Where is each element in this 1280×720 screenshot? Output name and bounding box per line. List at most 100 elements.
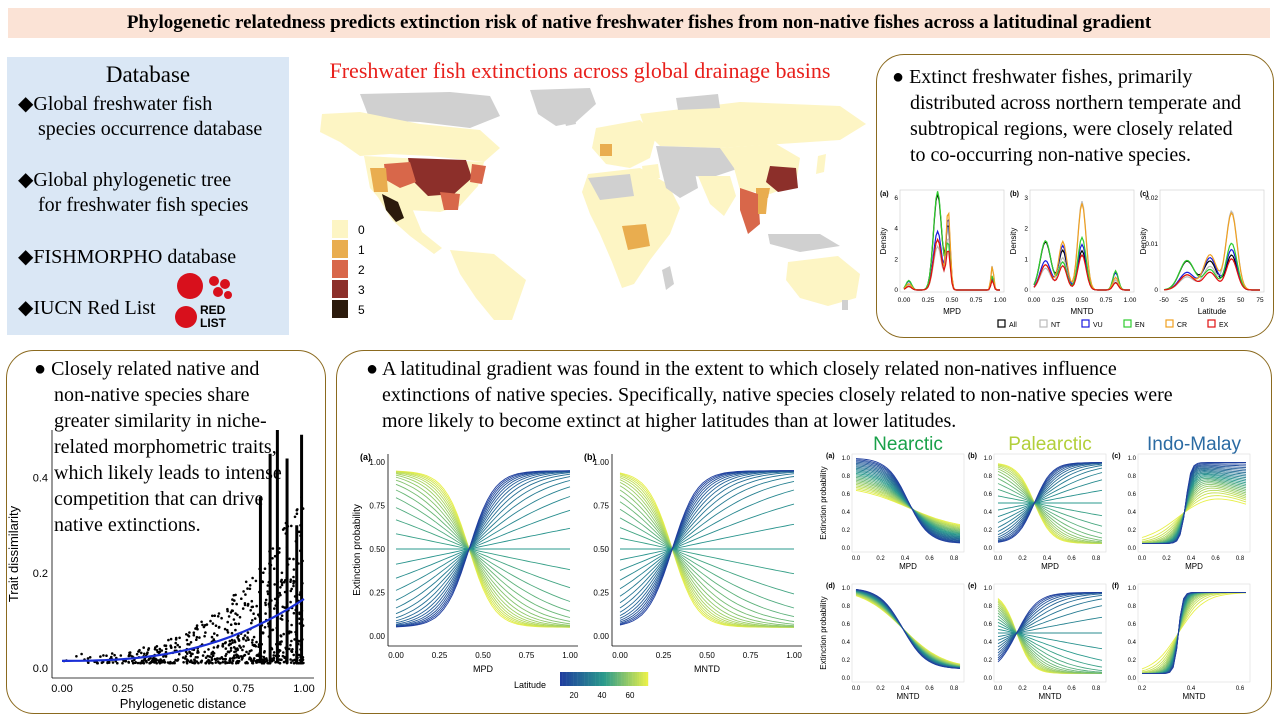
data-point xyxy=(264,601,267,605)
x-tick-label: 0.2 xyxy=(1018,556,1027,562)
data-point xyxy=(273,583,277,586)
probability-line xyxy=(997,462,1103,540)
data-point xyxy=(169,660,172,664)
legend-swatch xyxy=(1081,319,1090,328)
data-point xyxy=(263,650,266,653)
panel-label: (b) xyxy=(968,453,977,460)
y-tick-label: 0.0 xyxy=(1128,546,1137,552)
density-series-line xyxy=(1033,253,1130,291)
x-tick-label: 1.00 xyxy=(562,651,578,660)
data-point xyxy=(134,661,137,664)
data-point xyxy=(263,567,267,570)
probability-line xyxy=(997,470,1103,543)
probability-line xyxy=(1141,498,1247,538)
y-tick-label: 0.50 xyxy=(369,545,385,554)
x-tick-label: 0.4 xyxy=(1043,686,1052,692)
data-point xyxy=(111,661,115,664)
x-tick-label: -25 xyxy=(1178,297,1188,304)
probability-line xyxy=(395,476,571,626)
colorbar-title: Latitude xyxy=(514,680,546,690)
x-axis-label: MPD xyxy=(473,664,494,674)
data-point xyxy=(242,590,245,593)
data-point xyxy=(280,578,284,582)
data-point xyxy=(210,656,213,659)
probability-line xyxy=(395,486,571,601)
data-point xyxy=(226,650,230,653)
data-point xyxy=(282,632,286,636)
data-point xyxy=(282,660,286,664)
bullet-icon: ● xyxy=(892,66,905,88)
data-point xyxy=(146,651,149,654)
probability-line xyxy=(395,483,571,622)
database-item-line: for freshwater fish species xyxy=(38,194,249,216)
y-tick-label: 3 xyxy=(1024,195,1028,202)
y-tick-label: 0.0 xyxy=(1128,676,1137,682)
data-point xyxy=(189,654,193,658)
data-point xyxy=(235,654,239,658)
x-tick-label: 0.0 xyxy=(994,556,1003,562)
data-point xyxy=(147,657,151,661)
x-tick-label: 0.25 xyxy=(1052,297,1065,304)
colorbar-tick: 20 xyxy=(570,691,579,700)
y-tick-label: 0.0 xyxy=(842,546,851,552)
x-tick-label: 50 xyxy=(1237,297,1245,304)
y-tick-label: 0 xyxy=(1154,287,1158,294)
data-point xyxy=(96,661,99,665)
data-point xyxy=(255,640,258,644)
y-tick-label: 0.6 xyxy=(984,622,993,628)
data-point xyxy=(247,638,250,641)
data-point xyxy=(289,643,292,647)
data-point xyxy=(203,634,206,638)
colorbar-tick: 40 xyxy=(598,691,607,700)
data-point xyxy=(185,661,189,665)
legend-label: VU xyxy=(1093,322,1103,329)
colorbar-segment xyxy=(612,672,616,686)
probability-line xyxy=(619,508,795,618)
data-point xyxy=(288,647,291,651)
colorbar-segment xyxy=(608,672,611,686)
probability-line xyxy=(1141,495,1247,541)
data-point xyxy=(228,639,232,643)
data-point xyxy=(164,647,168,651)
data-point xyxy=(201,623,204,627)
colorbar-segment xyxy=(597,672,600,686)
summary-line: greater similarity in niche- xyxy=(54,410,267,432)
data-point xyxy=(240,658,244,661)
data-point xyxy=(252,635,256,639)
data-point xyxy=(229,611,233,614)
legend-label: 1 xyxy=(358,243,365,257)
x-tick-label: 0.0 xyxy=(852,556,861,562)
legend-swatch xyxy=(1207,319,1216,328)
data-point xyxy=(290,623,293,627)
x-tick-label: 1.00 xyxy=(1124,297,1137,304)
probability-line xyxy=(395,527,571,565)
panel-label: (a) xyxy=(880,191,889,198)
y-tick-label: 0.2 xyxy=(1128,658,1137,664)
data-point xyxy=(271,547,275,550)
panel-label: (f) xyxy=(1112,583,1119,590)
data-point xyxy=(201,654,205,657)
data-point xyxy=(142,646,145,649)
data-point xyxy=(192,633,196,637)
density-summary-text: ● Extinct freshwater fishes, primarily d… xyxy=(892,64,1268,168)
iucn-red-list-logo: RED LIST xyxy=(175,273,232,330)
x-tick-label: 0.75 xyxy=(233,683,254,695)
data-point xyxy=(152,657,155,661)
probability-line xyxy=(1142,462,1246,544)
data-point xyxy=(221,660,225,664)
probability-line xyxy=(619,501,795,622)
data-point xyxy=(200,659,204,663)
data-point xyxy=(128,651,131,655)
x-axis-label: MPD xyxy=(1041,562,1059,571)
data-point xyxy=(107,661,111,664)
data-point xyxy=(251,661,254,665)
data-point xyxy=(292,611,296,615)
colorbar-segment xyxy=(641,672,644,686)
data-point xyxy=(273,554,277,558)
data-point xyxy=(216,615,220,618)
y-tick-label: 6 xyxy=(894,195,898,202)
data-point xyxy=(124,660,127,663)
probability-line xyxy=(619,523,795,561)
data-point xyxy=(252,612,255,615)
trend-line xyxy=(62,598,305,662)
